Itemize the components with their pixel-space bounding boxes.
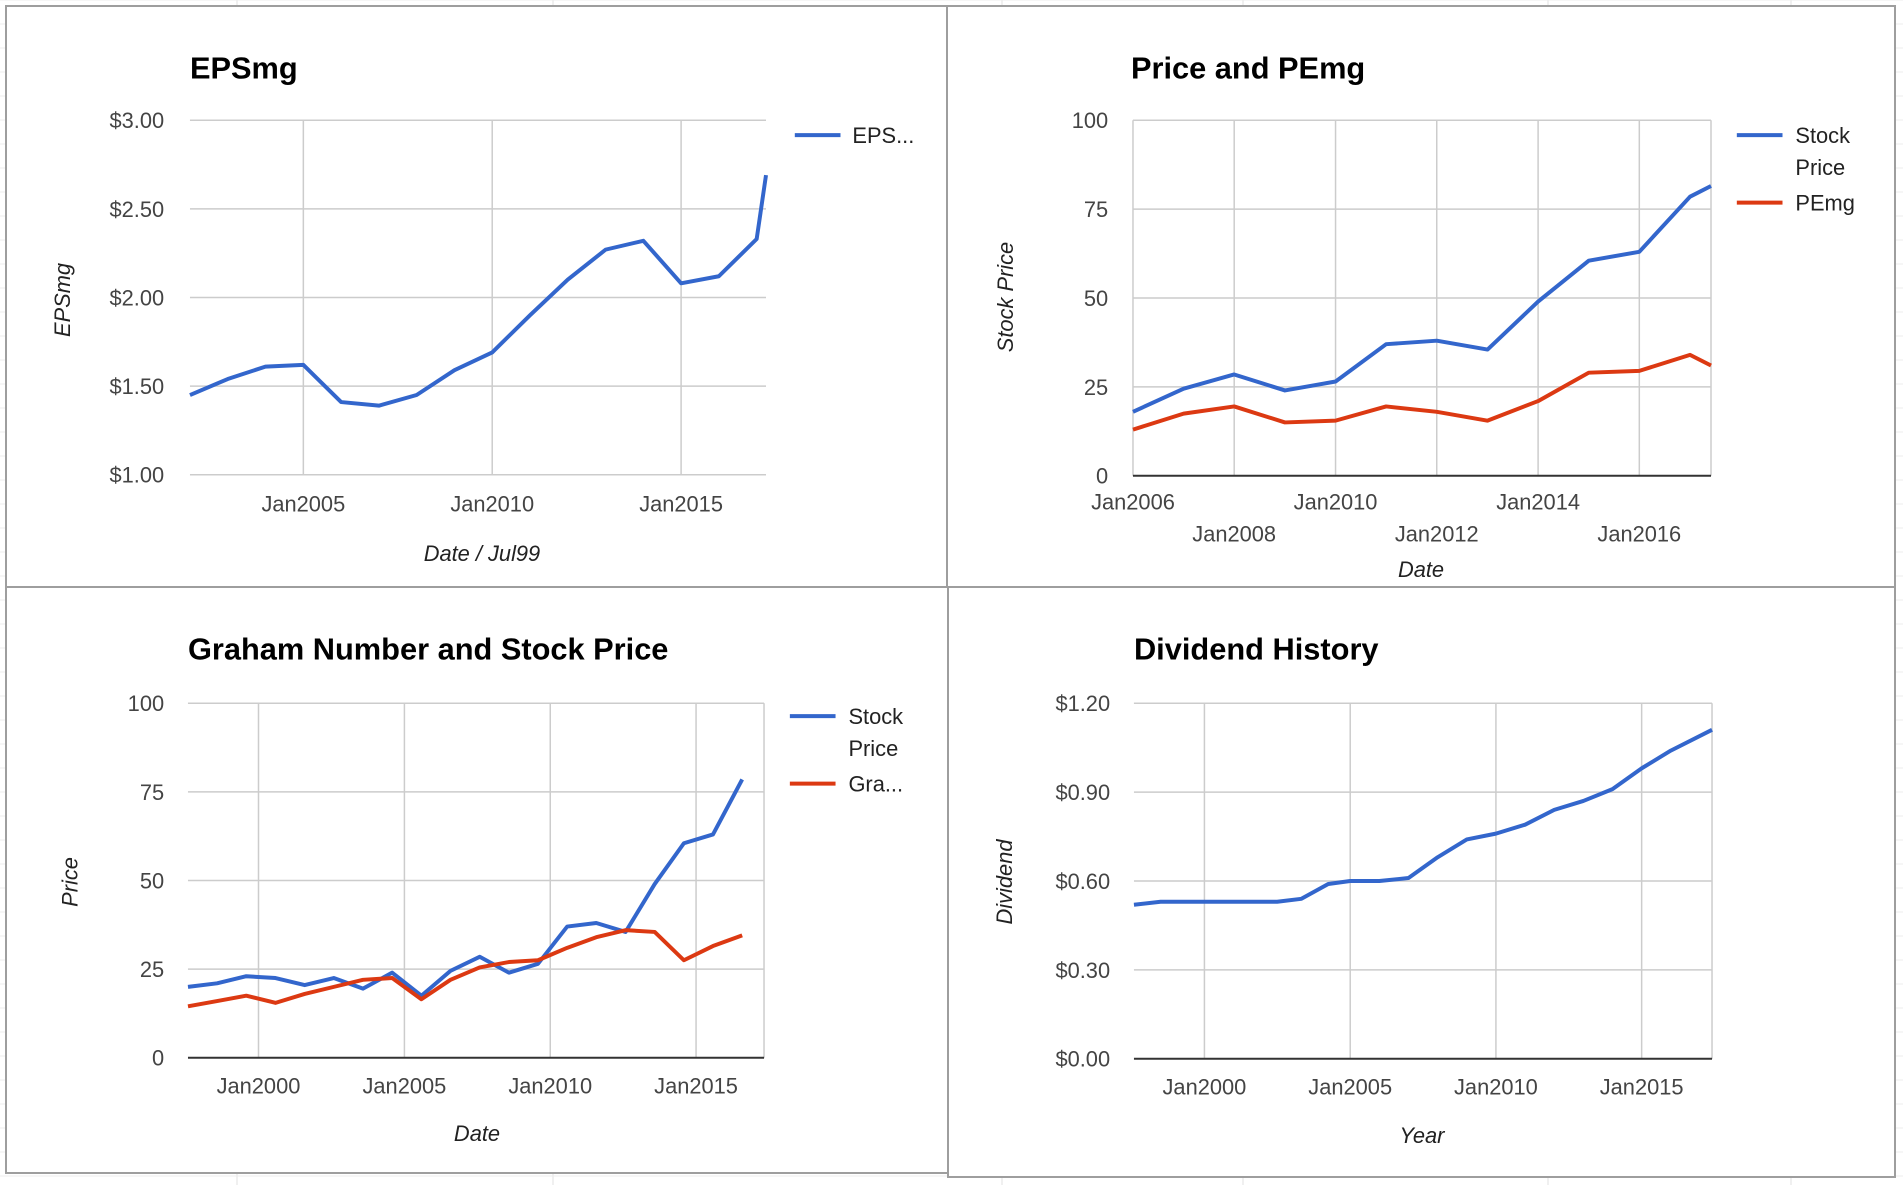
x-tick-label: Jan2005 bbox=[261, 492, 345, 517]
y-tick-label: $2.00 bbox=[110, 285, 165, 310]
x-axis-title: Date bbox=[454, 1121, 500, 1146]
x-tick-label: Jan2005 bbox=[362, 1074, 446, 1099]
legend-label-graham-number: Gra... bbox=[848, 772, 903, 797]
y-tick-label: $3.00 bbox=[110, 108, 165, 133]
chart-title: Dividend History bbox=[1134, 632, 1379, 667]
x-tick-label: Jan2010 bbox=[450, 492, 534, 517]
y-tick-label: $0.60 bbox=[1055, 869, 1110, 894]
x-axis-title: Date bbox=[1398, 557, 1444, 582]
legend[interactable]: Stock Price PEmg bbox=[1736, 123, 1855, 216]
x-tick-label: Jan2010 bbox=[508, 1074, 592, 1099]
y-tick-label: $0.90 bbox=[1055, 780, 1110, 805]
chart-panel-price-pemg[interactable]: Price and PEmg 100 75 50 25 0 Jan2006 Jan2008… bbox=[946, 5, 1896, 589]
y-axis-title: Dividend bbox=[992, 839, 1017, 925]
x-tick-label: Jan2015 bbox=[1600, 1075, 1684, 1100]
y-tick-label: $0.00 bbox=[1055, 1047, 1110, 1072]
y-tick-label: $0.30 bbox=[1055, 958, 1110, 983]
legend-label-line-1: Stock bbox=[848, 704, 903, 729]
y-tick-label: 25 bbox=[1084, 375, 1108, 400]
legend-label: EPS... bbox=[852, 123, 914, 148]
legend-label-pemg: PEmg bbox=[1795, 191, 1854, 216]
graham-number-chart: Graham Number and Stock Price 100 75 50 25 0… bbox=[58, 632, 903, 1147]
x-axis-title: Year bbox=[1400, 1123, 1447, 1148]
y-tick-label: 50 bbox=[140, 868, 164, 893]
y-tick-label: $1.50 bbox=[110, 374, 165, 399]
price-pemg-chart: Price and PEmg 100 75 50 25 0 Jan2006 Jan2008… bbox=[993, 51, 1855, 583]
x-tick-label: Jan2012 bbox=[1395, 521, 1479, 546]
legend-label-stock-price: Stock Price bbox=[1795, 123, 1850, 180]
y-axis-title: EPSmg bbox=[50, 263, 75, 337]
series-line[interactable] bbox=[1133, 728, 1713, 907]
legend-label-line-2: Price bbox=[1795, 155, 1845, 180]
series-line[interactable] bbox=[187, 778, 744, 998]
chart-panel-epsmg[interactable]: EPSmg $3.00 $2.50 $2.00 $1.50 $1.00 Jan2005 J… bbox=[5, 5, 949, 589]
y-tick-label: 0 bbox=[1096, 464, 1108, 489]
y-tick-label: $1.00 bbox=[110, 463, 165, 488]
legend[interactable]: EPS... bbox=[794, 123, 914, 148]
y-axis-title: Stock Price bbox=[993, 242, 1018, 352]
y-tick-label: 100 bbox=[1072, 108, 1108, 133]
legend-label-line-1: Stock bbox=[1795, 123, 1850, 148]
dividend-history-chart: Dividend History $1.20 $0.90 $0.60 $0.30 $0.… bbox=[992, 632, 1713, 1148]
chart-panel-dividend-history[interactable]: Dividend History $1.20 $0.90 $0.60 $0.30 $0.… bbox=[947, 586, 1896, 1178]
legend[interactable]: Stock Price Gra... bbox=[789, 704, 903, 797]
y-tick-label: $1.20 bbox=[1055, 691, 1110, 716]
legend-label-line-2: Price bbox=[848, 736, 898, 761]
x-tick-label: Jan2015 bbox=[654, 1074, 738, 1099]
series-line[interactable] bbox=[1132, 184, 1712, 414]
y-tick-label: 75 bbox=[1084, 197, 1108, 222]
x-tick-label: Jan2000 bbox=[1163, 1075, 1247, 1100]
epsmg-chart: EPSmg $3.00 $2.50 $2.00 $1.50 $1.00 Jan2005 J… bbox=[50, 51, 914, 567]
legend-label-stock-price: Stock Price bbox=[848, 704, 903, 761]
y-tick-label: 100 bbox=[128, 691, 164, 716]
y-tick-label: 50 bbox=[1084, 286, 1108, 311]
series-line[interactable] bbox=[187, 928, 743, 1009]
x-tick-label: Jan2015 bbox=[639, 492, 723, 517]
x-tick-label: Jan2014 bbox=[1496, 490, 1580, 515]
x-tick-label: Jan2016 bbox=[1597, 521, 1681, 546]
y-tick-label: 25 bbox=[140, 957, 164, 982]
y-tick-label: 0 bbox=[152, 1046, 164, 1071]
chart-title: Price and PEmg bbox=[1131, 51, 1365, 86]
chart-title: EPSmg bbox=[190, 51, 298, 86]
x-tick-label: Jan2010 bbox=[1294, 490, 1378, 515]
series-line[interactable] bbox=[1132, 352, 1712, 432]
x-tick-label: Jan2010 bbox=[1454, 1075, 1538, 1100]
x-axis-title: Date / Jul99 bbox=[424, 541, 540, 566]
x-tick-label: Jan2000 bbox=[217, 1074, 301, 1099]
chart-panel-graham-number[interactable]: Graham Number and Stock Price 100 75 50 25 0… bbox=[5, 586, 949, 1174]
series-line[interactable] bbox=[189, 174, 768, 408]
y-tick-label: $2.50 bbox=[110, 197, 165, 222]
y-axis-title: Price bbox=[58, 857, 83, 907]
x-tick-label: Jan2005 bbox=[1308, 1075, 1392, 1100]
x-tick-label: Jan2008 bbox=[1192, 521, 1276, 546]
x-tick-label: Jan2006 bbox=[1091, 490, 1175, 515]
chart-title: Graham Number and Stock Price bbox=[188, 632, 668, 667]
y-tick-label: 75 bbox=[140, 780, 164, 805]
